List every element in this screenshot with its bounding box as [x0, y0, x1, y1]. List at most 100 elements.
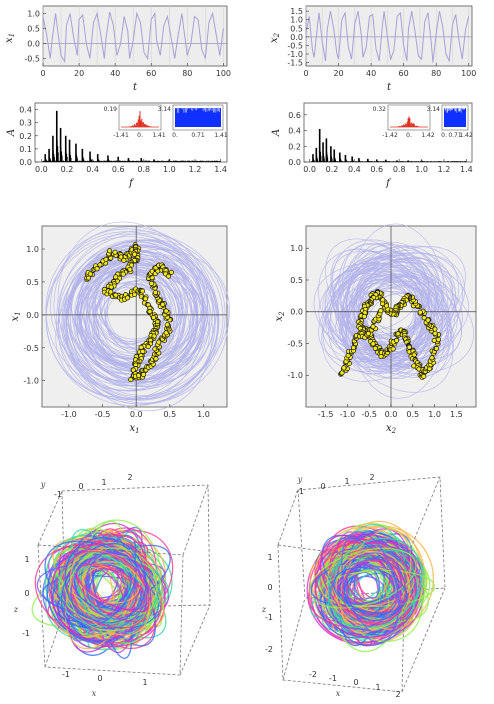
ts1-ytick-label: 0.5 — [27, 25, 40, 34]
ts1-xtick-label: 60 — [146, 69, 156, 78]
sp2-xtick-label: 1.2 — [438, 165, 451, 174]
cube2-trajectory — [309, 547, 417, 609]
ts2-ylabel-group: x2 — [269, 32, 281, 43]
sp1-density-xtick: 0.71 — [191, 132, 205, 139]
ts2-xtick-label: 60 — [399, 69, 409, 78]
ph1-attractor-point — [150, 314, 157, 320]
ph1-xtick-label: -1.0 — [61, 410, 77, 419]
sp2-xtick-label: 1.4 — [460, 165, 473, 174]
ph1-attractor-point — [164, 322, 170, 328]
cube2-plot — [277, 476, 446, 693]
cube1-ztick: -1 — [22, 629, 30, 638]
ph1-orbit — [67, 249, 196, 375]
sp1-xtick-label: 0.0 — [35, 165, 48, 174]
ph1-attractor-point — [87, 271, 93, 277]
ph1-attractor-point — [138, 344, 144, 350]
ph2-attractor-point — [378, 308, 384, 314]
ph2-ylabel-group: x2 — [274, 311, 286, 322]
ph2-orbit — [347, 280, 429, 338]
ph1-attractor-point — [160, 301, 166, 307]
ts2-ytick-label: 0.5 — [290, 24, 303, 33]
sp2-hist-xtick: -1.42 — [382, 132, 398, 139]
sp2-density-fill — [444, 108, 466, 127]
ts2-xlabel: t — [387, 82, 392, 93]
cube2-box-edge — [404, 476, 441, 563]
cube1-zlabel: z — [13, 605, 19, 614]
ph2-xtick-label: 1.0 — [428, 410, 441, 419]
cube1-box-edge — [37, 490, 63, 546]
sp2-hist-ymax: 0.32 — [373, 106, 387, 113]
sp2-hist-xtick: 1.42 — [421, 132, 435, 139]
ph1-orbit — [93, 273, 197, 370]
ts1-ytick-label: -0.5 — [24, 55, 40, 64]
cube2-trajectory — [321, 534, 401, 618]
ph2-ytick-label: 0.0 — [290, 308, 303, 317]
sp2-ylabel-group: A — [271, 129, 282, 137]
ph1-attractor-point — [145, 344, 151, 350]
ph1-attractor-point — [97, 262, 103, 268]
ph2-ytick-label: 1.0 — [290, 244, 303, 253]
ph1-ylabel-group: x1 — [10, 311, 22, 321]
ph1-attractor-point — [140, 348, 146, 355]
ph1-ytick-label: 0.5 — [26, 278, 39, 287]
ph2-xtick-label: 0.0 — [385, 410, 398, 419]
ph1-attractor-point — [147, 308, 153, 315]
cube1-box-edge — [44, 607, 66, 668]
sp2-ytick-label: 0.4 — [288, 127, 301, 136]
cube2-xtick: 1 — [375, 683, 380, 692]
sp1-ytick-label: 0.0 — [19, 158, 32, 167]
sp1-ytick-label: 0.2 — [19, 132, 32, 141]
ts1-series-line — [42, 11, 224, 64]
cube1-xtick: 1 — [142, 678, 147, 687]
ph1-attractor-point — [103, 256, 109, 262]
sp1-xtick-label: 0.8 — [137, 165, 150, 174]
cube2-zlabel: z — [261, 605, 267, 614]
ts2-xtick-label: 40 — [366, 69, 376, 78]
ph2-xlabel: x2 — [386, 423, 397, 435]
cube2-box-back — [297, 476, 446, 599]
sp1-density-xtick: 1.41 — [214, 132, 228, 139]
ph1-orbit — [55, 249, 231, 399]
ph1-xtick-label: -0.5 — [95, 410, 111, 419]
sp1-xtick-label: 1.0 — [163, 165, 176, 174]
ph1-attractor-point — [156, 339, 162, 345]
ph2-xtick-label: 0.5 — [406, 410, 419, 419]
cube1-xtick: 0 — [97, 674, 102, 683]
sp1-hist-xtick: 1.41 — [152, 132, 166, 139]
ph2-attractor-point — [425, 317, 431, 323]
sp1-density-xtick: 0. — [172, 132, 178, 139]
sp2-ytick-label: 0.6 — [288, 111, 301, 120]
ph1-xlabel: x1 — [129, 423, 139, 435]
sp2-ytick-label: 0.0 — [288, 158, 301, 167]
sp1-ylabel: A — [6, 129, 17, 137]
cube2-xtick: 2 — [395, 690, 400, 699]
ph1-attractor-point — [128, 377, 134, 383]
cube2-trajectory — [333, 566, 408, 614]
ph2-attractor-point — [372, 345, 378, 351]
ph1-attractor-point — [168, 269, 174, 275]
cube1-ylabel: y — [40, 480, 46, 489]
ph2-xtick-label: 1.5 — [450, 410, 463, 419]
cube2-ytick: 1 — [344, 477, 349, 486]
ph1-ylabel: x1 — [10, 311, 22, 321]
cube1-ztick: 1 — [24, 555, 29, 564]
cube2-ytick: -1 — [296, 487, 304, 496]
sp1-density-ymax: 3.14 — [158, 106, 172, 113]
cube2-ytick: 2 — [369, 473, 374, 482]
cube1-trajectory — [64, 537, 147, 624]
ph1-ytick-label: 1.0 — [26, 245, 39, 254]
cube1-plot — [31, 484, 211, 676]
ph1-orbit — [78, 262, 199, 381]
cube2-box-edge — [282, 597, 306, 681]
ph1-attractor-point — [163, 308, 169, 314]
sp2-density-xtick: 0.71 — [448, 132, 462, 139]
cube1-box-edge — [182, 484, 209, 556]
sp2-xtick-label: 0.0 — [303, 165, 316, 174]
ts2-xtick-label: 100 — [461, 69, 476, 78]
ph1-orbit — [79, 258, 199, 375]
ph1-attractor-point — [120, 271, 126, 277]
sp2-xtick-label: 0.4 — [348, 165, 361, 174]
ph1-attractor-point — [94, 266, 100, 272]
cube1-trajectory — [60, 542, 137, 629]
sp2-xtick-label: 1.0 — [415, 165, 428, 174]
